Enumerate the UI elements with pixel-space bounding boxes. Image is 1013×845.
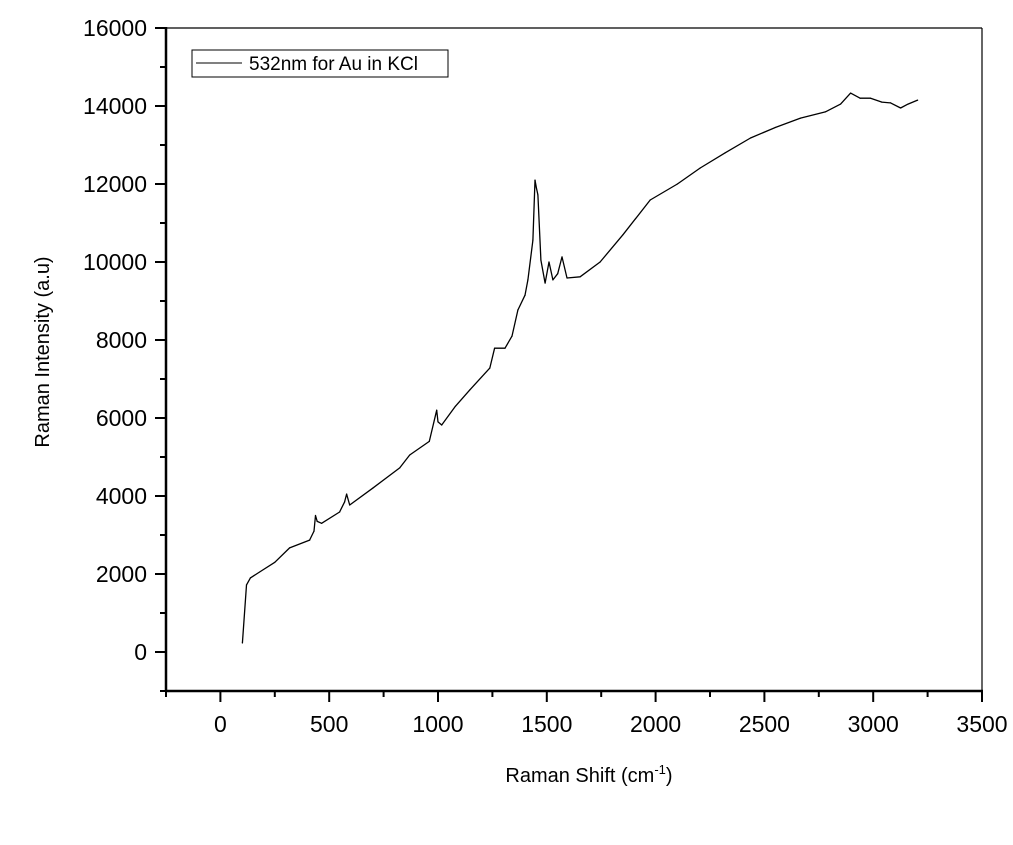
data-point [552,279,554,281]
data-point [534,179,536,181]
data-point [436,409,438,411]
data-point [249,577,252,579]
y-tick-label: 8000 [96,327,147,353]
data-point [349,504,351,506]
y-tick-label: 2000 [96,561,147,587]
series-line [241,92,918,644]
y-tick-label: 0 [134,639,147,665]
y-tick-label: 16000 [83,15,147,41]
data-point [344,501,346,503]
data-point [517,309,519,311]
y-tick-label: 6000 [96,405,147,431]
data-point [774,126,776,129]
y-tick-label: 14000 [83,93,147,119]
x-axis-title-superscript: -1 [654,762,666,777]
data-point [749,137,752,139]
data-point [839,103,842,105]
x-axis-title-main: Raman Shift (cm [505,765,654,787]
x-tick-label: 0 [214,711,227,737]
y-tick-label: 4000 [96,483,147,509]
data-point [622,234,624,236]
y-axis: 0 2000 4000 6000 8000 10000 12000 14000 16000 [83,15,168,692]
data-point [548,261,550,263]
x-tick-label: 2500 [739,711,790,737]
data-point [532,239,534,241]
data-point [309,539,311,541]
data-point [799,117,802,119]
data-point [489,367,491,369]
data-point [557,273,559,275]
data-point [241,642,243,644]
series-layer [241,92,919,644]
data-point [274,561,276,563]
data-point [399,467,401,469]
data-point [540,259,542,261]
x-tick-label: 2000 [630,711,681,737]
data-point [599,261,601,263]
data-point [699,167,701,169]
data-point [314,514,317,517]
data-point [537,194,539,196]
data-point [824,111,826,113]
data-point [346,493,348,495]
data-point [316,520,318,522]
data-point [320,522,323,524]
data-point [649,199,651,201]
y-tick-label: 12000 [83,171,147,197]
x-axis: 0 500 1000 1500 2000 2500 3000 3500 [165,689,1008,737]
x-tick-label: 1500 [521,711,572,737]
data-point [504,347,506,349]
data-point [869,97,872,99]
plot-frame [166,27,983,691]
data-point [428,440,430,442]
x-axis-title-suffix: ) [666,765,673,787]
data-point [493,347,496,349]
data-point [511,335,513,337]
data-point [339,511,341,513]
legend-label: 532nm for Au in KCl [249,54,418,75]
data-point [454,405,457,407]
x-axis-title: Raman Shift (cm-1) [505,762,672,787]
data-point [849,92,852,94]
data-point [890,102,892,104]
data-point [524,294,526,296]
data-point [544,282,546,284]
data-point [900,107,902,109]
data-point [561,256,563,258]
data-point [916,99,919,101]
data-point [535,187,537,189]
data-point [469,389,471,391]
data-point [288,547,291,549]
data-point [579,276,581,278]
y-tick-label: 10000 [83,249,147,275]
data-point [409,454,411,456]
data-point [566,277,568,279]
data-point [245,584,248,586]
data-point [313,530,315,532]
data-point [724,152,726,154]
data-point [881,101,883,103]
data-point [907,103,909,105]
data-point [527,279,529,281]
data-point [441,424,443,426]
data-point [437,421,439,423]
data-point [372,487,374,489]
x-tick-label: 1000 [412,711,463,737]
x-tick-label: 3500 [956,711,1007,737]
data-point [676,183,678,185]
data-point [258,571,261,573]
y-axis-title: Raman Intensity (a.u) [32,256,54,447]
legend: 532nm for Au in KCl [191,49,449,78]
x-tick-label: 500 [310,711,348,737]
data-point [859,97,861,99]
x-tick-label: 3000 [848,711,899,737]
